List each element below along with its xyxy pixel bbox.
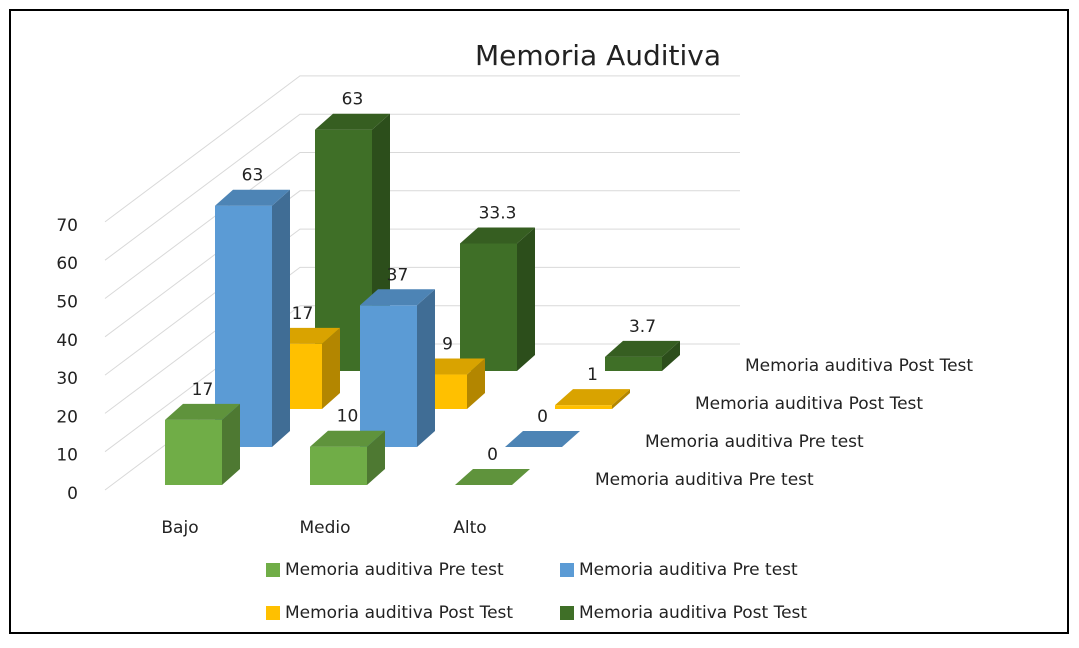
bar-side (367, 430, 385, 485)
x-tick-label: Alto (453, 518, 486, 538)
y-tick-label: 30 (56, 369, 78, 389)
data-label: 9 (442, 335, 453, 355)
data-label: 0 (537, 407, 548, 427)
chart-title: Memoria Auditiva (475, 39, 721, 72)
data-label: 10 (337, 407, 359, 427)
data-label: 0 (487, 445, 498, 465)
series-label: Memoria auditiva Post Test (745, 356, 973, 376)
bar (555, 405, 612, 409)
y-tick-label: 20 (56, 407, 78, 427)
bar-top (310, 430, 385, 447)
data-label: 37 (387, 265, 409, 285)
x-tick-label: Medio (299, 518, 350, 538)
bar-side (417, 289, 435, 447)
grid-line (104, 152, 740, 299)
data-label: 17 (192, 380, 214, 400)
bar-side (322, 327, 340, 409)
bar-top (505, 431, 580, 447)
grid-line (104, 305, 740, 453)
series-label: Memoria auditiva Pre test (645, 432, 864, 452)
frame (9, 9, 1069, 634)
legend-swatch (266, 606, 280, 620)
bar-side (222, 403, 240, 485)
data-label: 17 (292, 304, 314, 324)
bar-top (315, 113, 390, 130)
bar (310, 446, 367, 485)
bar (360, 305, 417, 447)
grid-line (104, 228, 740, 376)
legend-swatch (560, 563, 574, 577)
grid-line (104, 266, 740, 414)
bar-top (460, 227, 535, 244)
y-tick-label: 60 (56, 254, 78, 274)
bar-top (605, 340, 680, 357)
data-label: 3.7 (629, 317, 656, 337)
legend-label: Memoria auditiva Post Test (579, 603, 807, 623)
grid-line (104, 113, 740, 261)
series-label: Memoria auditiva Post Test (695, 394, 923, 414)
legend-swatch (266, 563, 280, 577)
bar-top (360, 289, 435, 306)
bar-side (467, 358, 485, 409)
bar-side (662, 340, 680, 371)
bar (460, 243, 517, 371)
bar (165, 419, 222, 485)
legend-label: Memoria auditiva Pre test (285, 560, 504, 580)
bar-side (272, 189, 290, 447)
series-label: Memoria auditiva Pre test (595, 470, 814, 490)
data-label: 63 (342, 90, 364, 110)
bar (605, 356, 662, 371)
y-tick-label: 50 (56, 293, 78, 313)
bar-top (555, 389, 630, 406)
x-tick-label: Bajo (161, 518, 198, 538)
data-label: 1 (587, 365, 598, 385)
data-label: 63 (242, 166, 264, 186)
y-tick-label: 10 (56, 446, 78, 466)
bar-top (455, 469, 530, 485)
bar-side (612, 389, 630, 409)
bar-top (165, 403, 240, 420)
y-tick-label: 0 (67, 484, 78, 504)
data-label: 33.3 (479, 203, 517, 223)
y-tick-label: 40 (56, 331, 78, 351)
y-tick-label: 70 (56, 216, 78, 236)
legend-label: Memoria auditiva Pre test (579, 560, 798, 580)
legend-label: Memoria auditiva Post Test (285, 603, 513, 623)
bar-side (517, 227, 535, 371)
grid-line (104, 190, 740, 338)
bar-top (215, 189, 290, 206)
grid-line (104, 75, 740, 223)
legend-swatch (560, 606, 574, 620)
